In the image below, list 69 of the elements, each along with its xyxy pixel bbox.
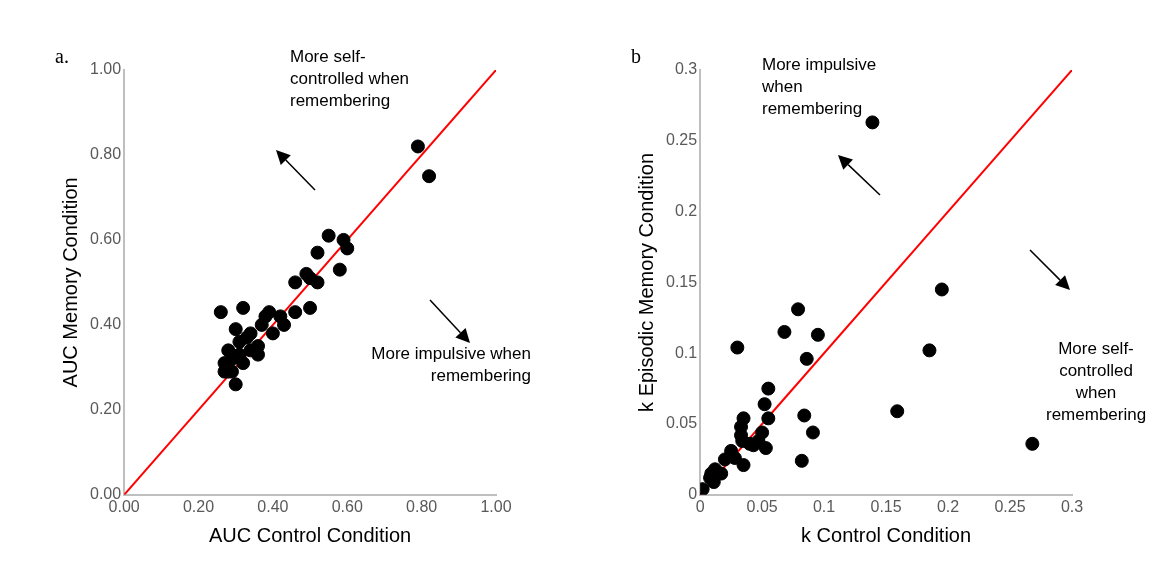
x-tick-label: 0.3 — [1060, 497, 1084, 515]
x-tick-label: 0.15 — [870, 497, 902, 515]
point — [730, 340, 745, 355]
point — [321, 228, 336, 243]
y-tick-label: 0.20 — [90, 400, 122, 418]
point — [890, 404, 905, 419]
y-tick-label: 0.1 — [674, 343, 698, 361]
point — [236, 300, 251, 315]
x-tick-label: 0.60 — [331, 497, 363, 515]
point — [791, 302, 806, 317]
chart-title: b — [631, 45, 641, 68]
point — [332, 262, 347, 277]
point — [254, 317, 269, 332]
point — [265, 326, 280, 341]
point — [799, 351, 814, 366]
y-tick-label: 1.00 — [90, 60, 122, 78]
point — [310, 245, 325, 260]
x-tick-label: 0.25 — [994, 497, 1026, 515]
x-tick-label: 0.2 — [936, 497, 960, 515]
point — [934, 282, 949, 297]
point — [277, 317, 292, 332]
x-axis-title: k Control Condition — [801, 523, 972, 546]
x-tick-label: 0.80 — [406, 497, 438, 515]
y-tick-label: 0 — [688, 485, 698, 503]
point — [310, 275, 325, 290]
point — [340, 241, 355, 256]
point — [757, 397, 772, 412]
x-tick-label: 0.20 — [182, 497, 215, 515]
point — [761, 381, 776, 396]
point — [239, 330, 254, 345]
point — [777, 324, 792, 339]
x-tick-label: 1.00 — [480, 497, 512, 515]
y-tick-label: 0.25 — [666, 131, 698, 149]
y-tick-label: 0.40 — [90, 315, 122, 333]
y-axis-title: k Episodic Memory Condition — [634, 152, 657, 412]
point — [262, 305, 277, 320]
point — [288, 275, 303, 290]
point — [797, 408, 812, 423]
point — [810, 327, 825, 342]
point — [736, 458, 751, 473]
point — [1025, 436, 1040, 451]
y-axis-title: AUC Memory Condition — [58, 177, 81, 388]
point — [288, 305, 303, 320]
point — [422, 169, 437, 184]
x-tick-label: 0.1 — [812, 497, 836, 515]
point — [228, 377, 243, 392]
y-tick-label: 0.05 — [666, 414, 698, 432]
y-tick-label: 0.80 — [90, 145, 122, 163]
annotation: More impulsive when remembering — [370, 343, 531, 387]
x-tick-label: 0.40 — [257, 497, 289, 515]
point — [213, 305, 228, 320]
point — [794, 453, 809, 468]
x-axis-title: AUC Control Condition — [208, 523, 412, 546]
chart-title: a. — [55, 45, 69, 68]
point — [761, 411, 776, 426]
y-tick-label: 0.60 — [90, 230, 122, 248]
y-tick-label: 0.3 — [674, 60, 698, 78]
point — [865, 115, 880, 130]
point — [922, 343, 937, 358]
annotation: More self-controlled when remembering — [1046, 338, 1147, 426]
point — [228, 322, 243, 337]
annotation: More impulsive when remembering — [762, 54, 878, 120]
point — [410, 139, 425, 154]
annotation: More self-controlled when remembering — [290, 46, 411, 112]
point — [805, 425, 820, 440]
y-tick-label: 0.2 — [674, 202, 698, 220]
point — [303, 300, 318, 315]
y-tick-label: 0.15 — [666, 272, 698, 290]
x-tick-label: 0.05 — [746, 497, 778, 515]
